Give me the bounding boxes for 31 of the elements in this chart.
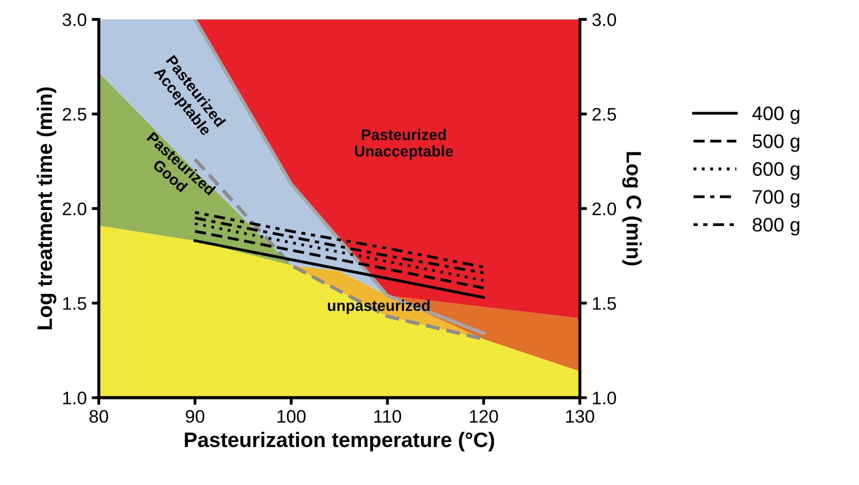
annotation: unpasteurized — [328, 300, 430, 314]
y-tick-label: 2.5 — [62, 108, 86, 121]
x-axis-title: Pasteurization temperature (°C) — [184, 432, 494, 452]
line-series — [194, 222, 486, 282]
y2-tick-label: 1.0 — [593, 392, 616, 404]
legend-label: 500 g — [752, 134, 800, 152]
x-tick-label: 110 — [374, 410, 402, 423]
line-series — [194, 216, 486, 274]
x-tick-label: 90 — [186, 410, 204, 423]
y-axis-title: Log treatment time (min) — [36, 87, 56, 330]
legend-label: 600 g — [752, 162, 800, 180]
x-tick-label: 130 — [566, 410, 594, 423]
y-tick-label: 3.0 — [62, 13, 86, 26]
line-series — [194, 239, 486, 299]
legend-label: 700 g — [752, 190, 800, 208]
legend-label: 400 g — [752, 106, 800, 124]
x-tick-label: 80 — [90, 410, 108, 423]
annotation: Pasteurized Unacceptable — [355, 128, 453, 160]
y2-tick-label: 2.0 — [592, 202, 616, 216]
y-tick-label: 2.0 — [62, 202, 86, 216]
x-tick-label: 120 — [470, 410, 498, 423]
y2-tick-label: 1.5 — [593, 297, 616, 310]
y2-tick-label: 3.0 — [592, 13, 616, 26]
line-series — [194, 210, 486, 269]
legend-label: 800 g — [752, 218, 800, 236]
y2-axis-title: Log C (min) — [622, 152, 642, 266]
x-tick-label: 100 — [278, 410, 306, 423]
y-tick-label: 1.0 — [63, 392, 86, 404]
y2-tick-label: 2.5 — [592, 108, 616, 121]
line-series — [194, 230, 486, 290]
y-tick-label: 1.5 — [63, 297, 86, 310]
